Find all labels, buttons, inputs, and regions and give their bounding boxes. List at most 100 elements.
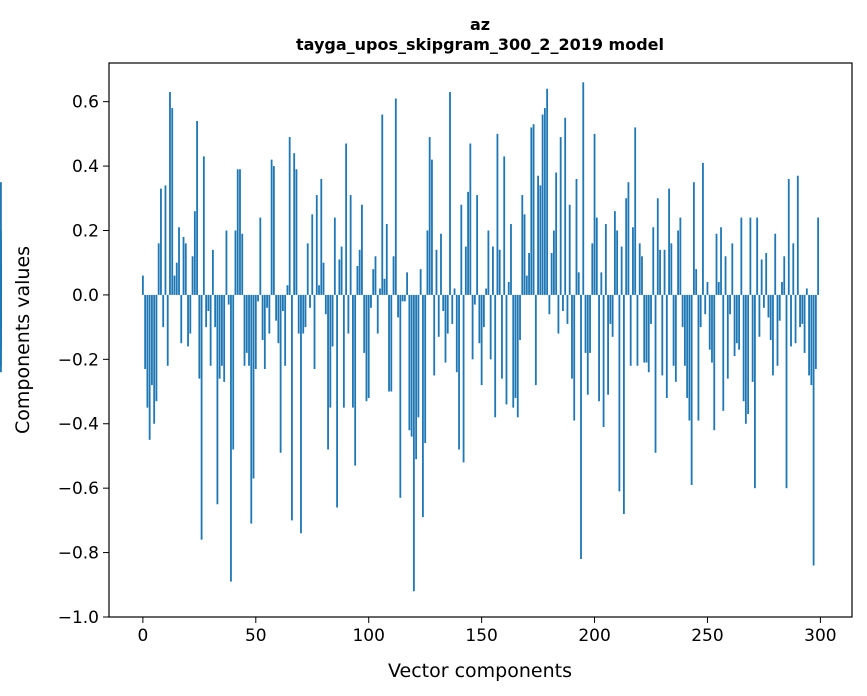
bar xyxy=(562,294,564,312)
bar xyxy=(787,178,790,295)
bar xyxy=(487,230,490,295)
bar xyxy=(778,294,781,321)
bar xyxy=(148,294,151,440)
bar xyxy=(541,114,544,295)
y-tick-label: 0.6 xyxy=(72,93,99,113)
bar xyxy=(266,294,268,308)
bar xyxy=(460,204,463,295)
bar xyxy=(320,178,323,295)
bar xyxy=(681,294,684,328)
bar xyxy=(564,117,567,295)
bar xyxy=(449,91,451,295)
bar xyxy=(252,294,255,479)
bar xyxy=(446,294,449,334)
bar xyxy=(162,294,165,328)
bar xyxy=(221,294,223,366)
bar xyxy=(480,294,483,386)
x-tick-label: 300 xyxy=(804,626,836,646)
bar xyxy=(629,294,632,366)
bar xyxy=(464,246,467,295)
bar xyxy=(390,294,393,392)
bar xyxy=(304,294,307,328)
bar xyxy=(333,217,336,295)
bar xyxy=(157,243,160,295)
bar xyxy=(668,188,670,295)
bar xyxy=(164,185,167,295)
bar xyxy=(620,246,623,295)
bar xyxy=(248,294,250,366)
bar xyxy=(342,294,345,408)
bar xyxy=(182,236,185,295)
bar xyxy=(598,294,600,402)
bar xyxy=(634,127,637,295)
bar xyxy=(435,249,438,295)
bar xyxy=(277,294,280,344)
bar xyxy=(523,214,526,295)
bar xyxy=(354,294,357,466)
bar xyxy=(776,294,779,366)
bar xyxy=(471,294,474,360)
x-tick-label: 150 xyxy=(465,626,497,646)
bar xyxy=(593,133,596,295)
bar xyxy=(431,159,433,295)
bar xyxy=(708,294,711,350)
bar xyxy=(638,243,641,295)
bar xyxy=(632,227,634,295)
bar xyxy=(440,233,442,295)
bar xyxy=(329,294,332,408)
bar xyxy=(688,294,691,421)
bar xyxy=(225,230,228,295)
bar xyxy=(814,294,817,369)
bar xyxy=(756,217,759,295)
bar xyxy=(428,137,431,295)
bar xyxy=(374,256,377,295)
bar xyxy=(268,294,271,334)
bar xyxy=(324,294,327,315)
bar xyxy=(175,262,178,295)
bar xyxy=(331,294,334,347)
y-tick-label: 0.4 xyxy=(72,157,99,177)
bar xyxy=(530,127,533,295)
bar xyxy=(656,198,659,295)
y-axis-label: Components values xyxy=(12,246,34,434)
bar xyxy=(166,294,169,366)
bar xyxy=(144,294,147,369)
x-tick-label: 250 xyxy=(691,626,723,646)
bar xyxy=(184,243,187,295)
bar xyxy=(187,294,189,347)
bar xyxy=(557,294,560,334)
bar xyxy=(751,294,754,382)
bar xyxy=(275,294,278,321)
bar xyxy=(808,294,810,376)
bar xyxy=(647,294,650,373)
bar xyxy=(774,233,777,295)
bar xyxy=(370,294,372,308)
bar xyxy=(178,227,180,295)
bar xyxy=(573,294,576,421)
bar xyxy=(765,253,768,295)
x-axis-label: Vector components xyxy=(388,660,572,682)
bar xyxy=(286,285,289,295)
bar xyxy=(521,195,524,295)
bar xyxy=(796,175,799,295)
bar xyxy=(322,262,325,295)
bar xyxy=(478,294,481,344)
bar xyxy=(417,294,420,418)
bar xyxy=(659,249,661,295)
bar xyxy=(232,294,235,450)
bar xyxy=(453,288,456,295)
plot-frame xyxy=(108,62,853,618)
bar xyxy=(602,294,605,427)
bar xyxy=(724,256,727,295)
bar xyxy=(399,294,402,498)
bar xyxy=(141,275,144,295)
bar xyxy=(336,294,338,508)
bar xyxy=(327,294,329,450)
bar xyxy=(817,217,820,295)
bar xyxy=(372,269,375,295)
bar xyxy=(207,294,210,312)
bar xyxy=(318,285,320,295)
bar xyxy=(227,294,230,305)
bar xyxy=(281,294,284,312)
bar xyxy=(510,224,512,295)
